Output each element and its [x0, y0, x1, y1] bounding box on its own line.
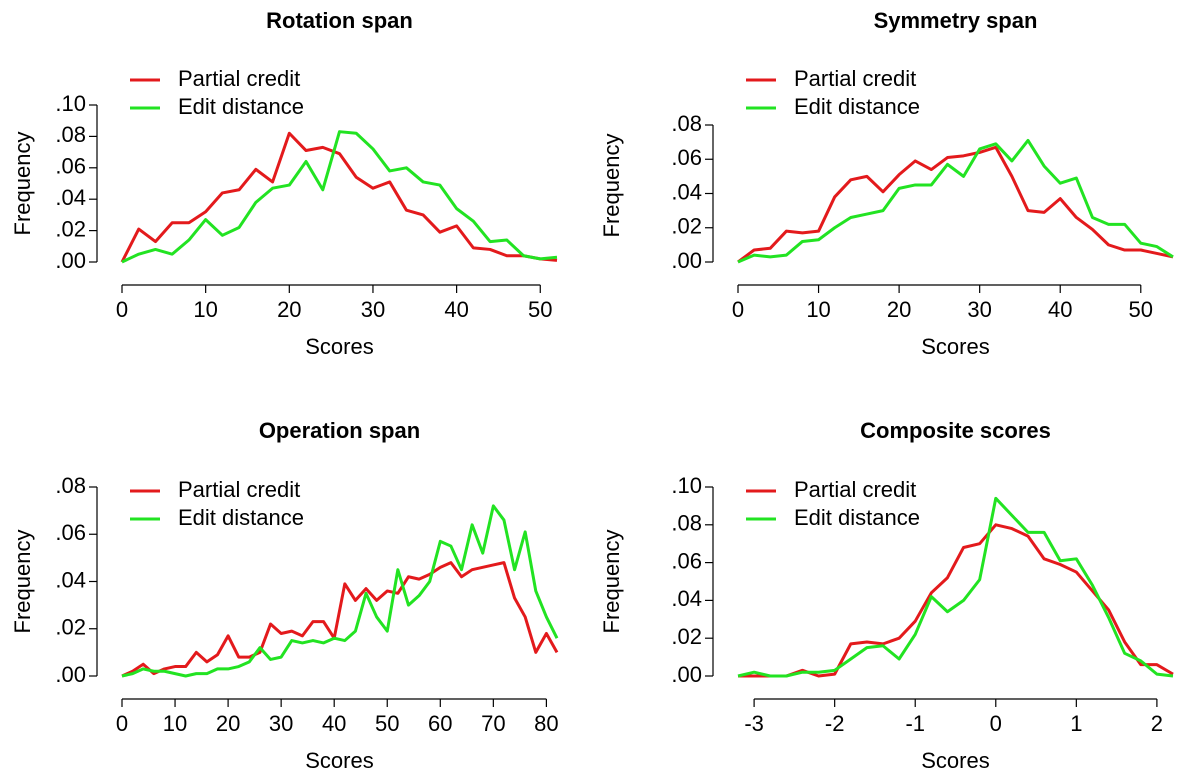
panel-title: Operation span	[259, 418, 420, 443]
y-tick-label: .00	[671, 248, 702, 273]
y-axis-label: Frequency	[599, 134, 624, 238]
data-line	[121, 561, 559, 678]
x-tick-label: 60	[428, 711, 452, 736]
x-tick-label: 20	[216, 711, 240, 736]
x-tick-label: -2	[825, 711, 845, 736]
y-tick-label: .06	[55, 520, 86, 545]
y-tick-label: .04	[55, 185, 86, 210]
x-tick-label: 30	[967, 297, 991, 322]
x-tick-label: 30	[269, 711, 293, 736]
data-line	[121, 504, 559, 678]
x-tick-label: 0	[116, 297, 128, 322]
y-tick-label: .10	[55, 91, 86, 116]
x-axis-label: Scores	[921, 748, 989, 773]
data-line	[738, 523, 1174, 678]
legend-label: Partial credit	[178, 66, 300, 91]
x-tick-label: 20	[887, 297, 911, 322]
y-tick-label: .02	[671, 624, 702, 649]
legend-label: Partial credit	[794, 477, 916, 502]
x-tick-label: 1	[1070, 711, 1082, 736]
x-tick-label: 80	[534, 711, 558, 736]
panel-title: Composite scores	[860, 418, 1051, 443]
panel: Symmetry span 0 10 20 30 40 50 Scores .00 .02 .04.…	[599, 8, 1174, 359]
x-tick-label: 0	[990, 711, 1002, 736]
legend-label: Partial credit	[178, 477, 300, 502]
x-tick-label: 50	[1129, 297, 1153, 322]
data-line	[120, 131, 558, 263]
x-axis-label: Scores	[305, 748, 373, 773]
y-tick-label: .06	[671, 145, 702, 170]
x-tick-label: 30	[361, 297, 385, 322]
panel-title: Symmetry span	[874, 8, 1038, 33]
y-tick-label: .04	[671, 179, 702, 204]
y-tick-label: .10	[671, 473, 702, 498]
y-tick-label: .04	[671, 586, 702, 611]
x-tick-label: -3	[744, 711, 764, 736]
x-axis-label: Scores	[921, 334, 989, 359]
y-tick-label: .02	[55, 216, 86, 241]
x-tick-label: 70	[481, 711, 505, 736]
x-tick-label: -1	[905, 711, 925, 736]
x-tick-label: 0	[116, 711, 128, 736]
x-tick-label: 20	[277, 297, 301, 322]
y-axis-label: Frequency	[10, 530, 35, 634]
y-tick-label: .06	[671, 548, 702, 573]
y-tick-label: .08	[55, 122, 86, 147]
y-tick-label: .08	[671, 511, 702, 536]
data-line	[737, 145, 1174, 264]
y-axis-label: Frequency	[599, 530, 624, 634]
x-tick-label: 50	[528, 297, 552, 322]
x-tick-label: 10	[163, 711, 187, 736]
x-tick-label: 10	[193, 297, 217, 322]
legend-label: Partial credit	[794, 66, 916, 91]
x-tick-label: 2	[1151, 711, 1163, 736]
y-tick-label: .06	[55, 154, 86, 179]
data-line	[121, 130, 558, 264]
y-tick-label: .08	[55, 473, 86, 498]
y-tick-label: .00	[55, 248, 86, 273]
data-line	[737, 138, 1174, 264]
panel: Rotation span 0 10 20 30 40 50 Scores .00 .02 .04.…	[10, 8, 558, 359]
data-line	[737, 496, 1174, 678]
y-tick-label: .04	[55, 567, 86, 592]
y-axis-label: Frequency	[10, 132, 35, 236]
y-tick-label: .02	[55, 615, 86, 640]
legend-label: Edit distance	[178, 505, 304, 530]
panel: Operation span 0 10 20 30 40 50 60 70 80 Scores .00…	[10, 418, 559, 773]
x-tick-label: 50	[375, 711, 399, 736]
x-tick-label: 10	[806, 297, 830, 322]
y-tick-label: .02	[671, 214, 702, 239]
panel-title: Rotation span	[266, 8, 413, 33]
y-tick-label: .08	[671, 111, 702, 136]
x-tick-label: 0	[732, 297, 744, 322]
panel: Composite scores -3 -2 -1 0 1 2 Scores .00 .02 .04…	[599, 418, 1174, 773]
legend-label: Edit distance	[178, 94, 304, 119]
x-axis-label: Scores	[305, 334, 373, 359]
legend-label: Edit distance	[794, 94, 920, 119]
x-tick-label: 40	[1048, 297, 1072, 322]
y-tick-label: .00	[671, 662, 702, 687]
x-tick-label: 40	[444, 297, 468, 322]
legend-label: Edit distance	[794, 505, 920, 530]
x-tick-label: 40	[322, 711, 346, 736]
y-tick-label: .00	[55, 662, 86, 687]
